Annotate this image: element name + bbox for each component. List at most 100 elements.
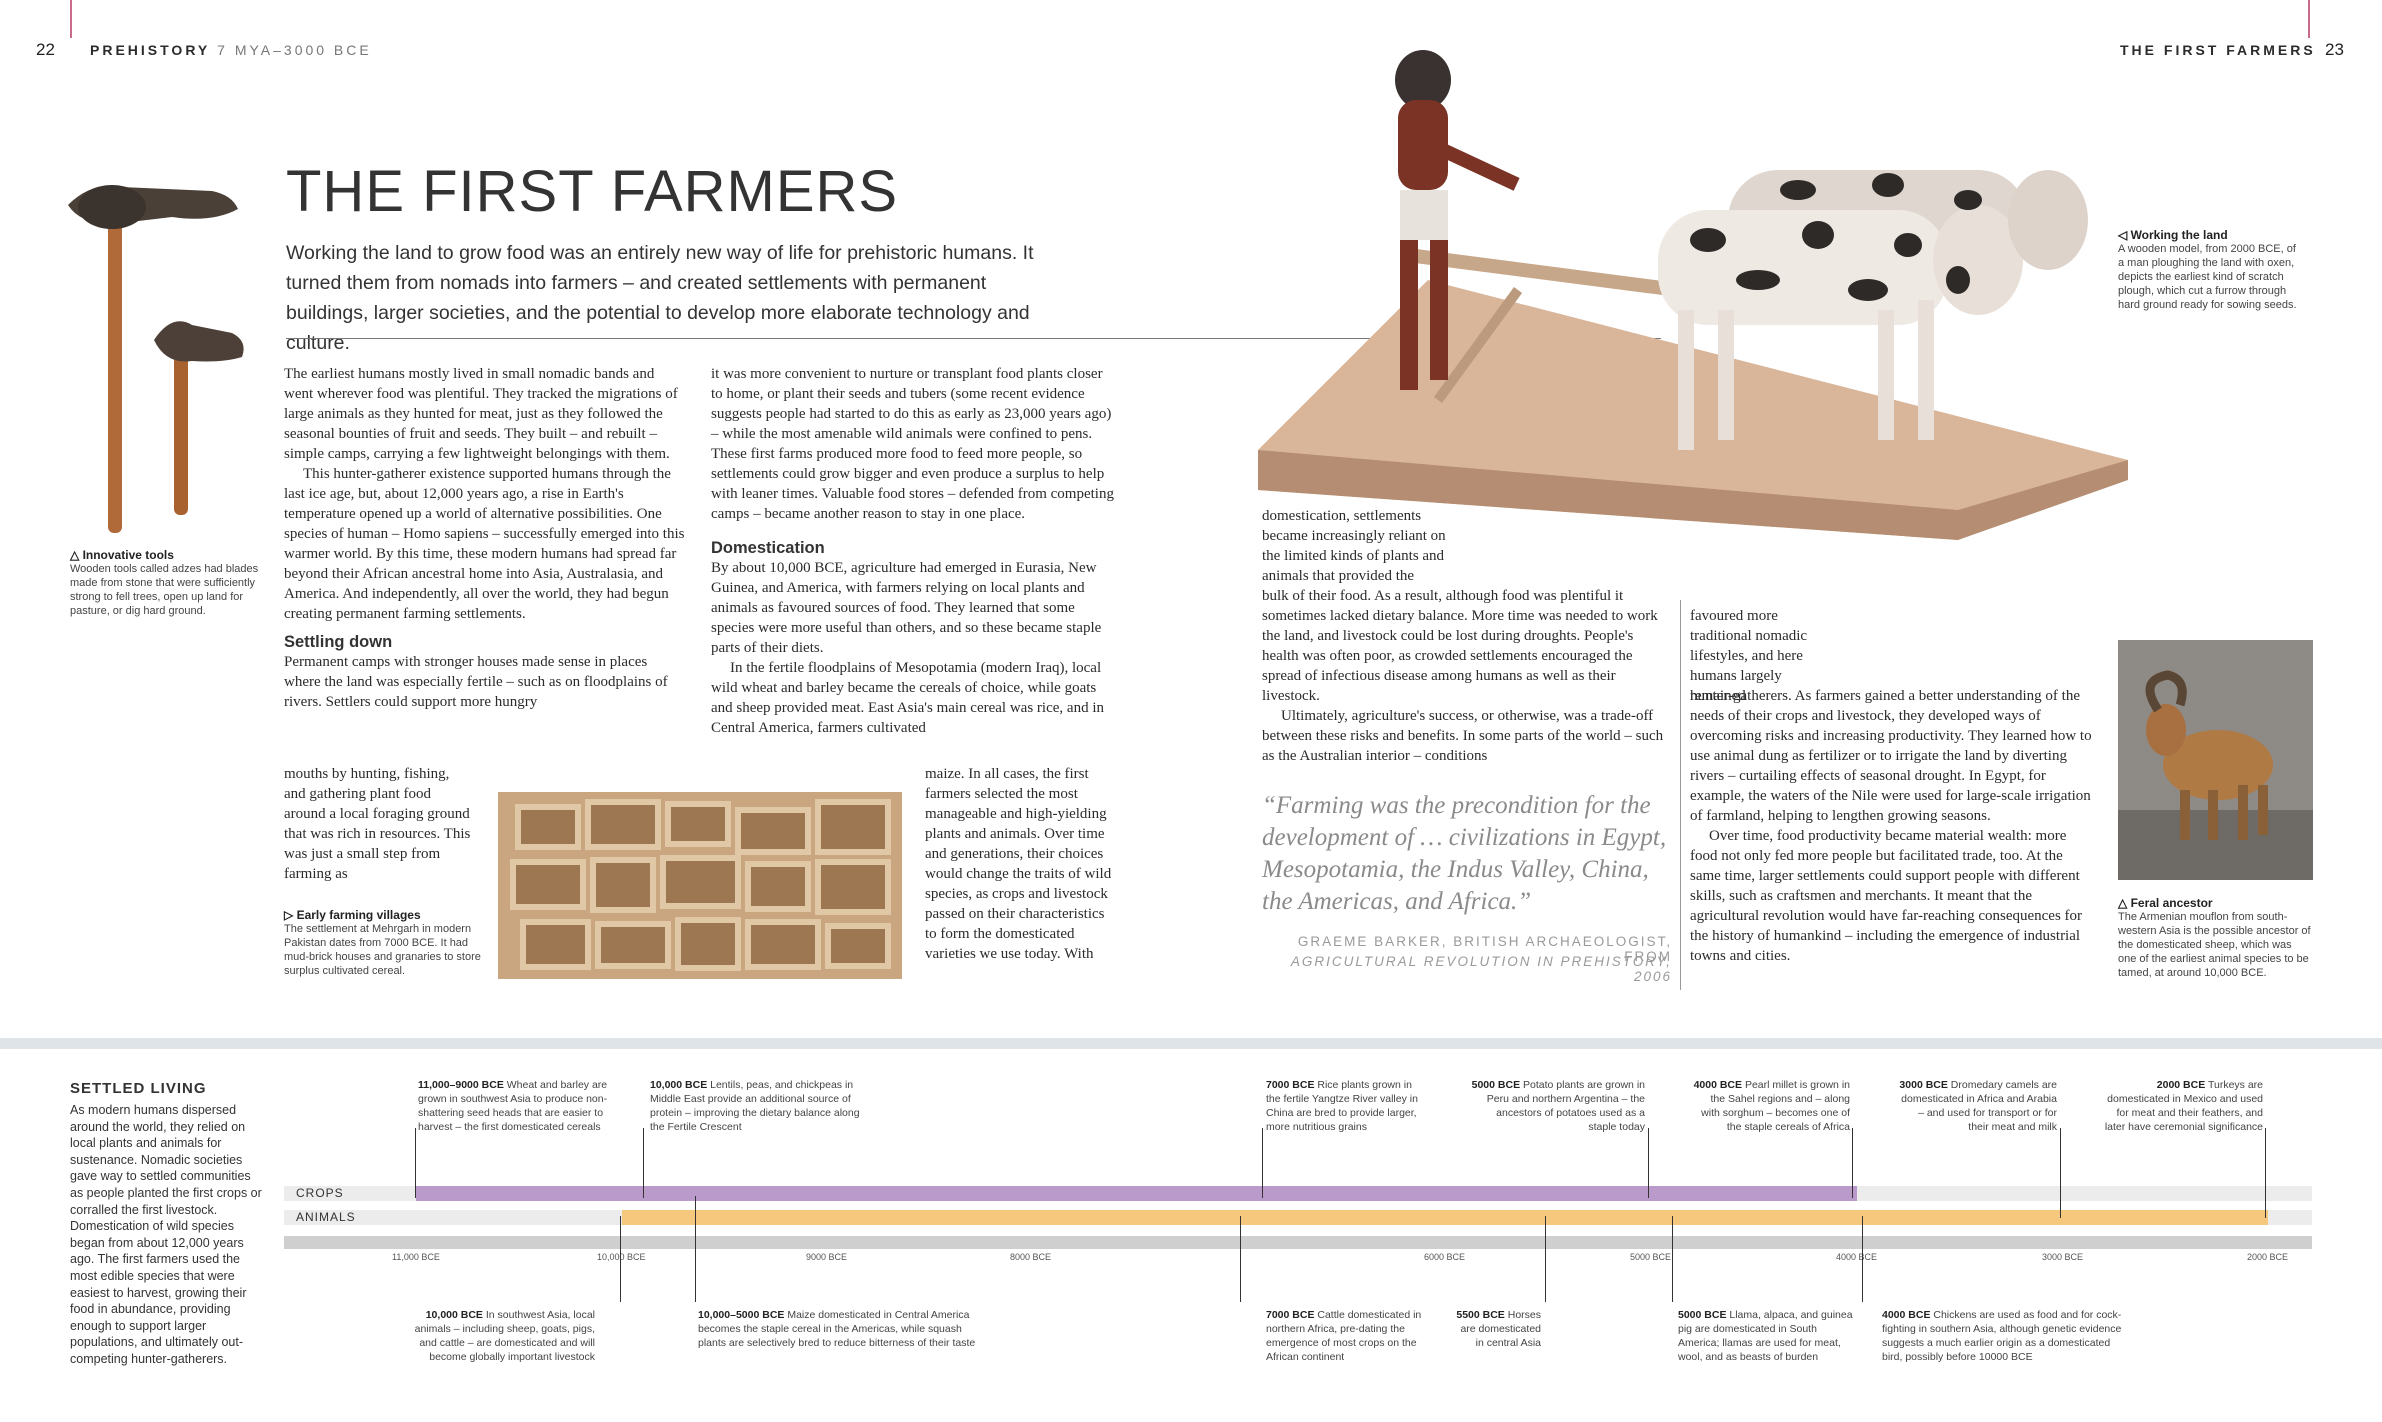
tools-caption-text: Wooden tools called adzes had blades mad… xyxy=(70,563,259,617)
timeline-event-top: 11,000–9000 BCE Wheat and barley are gro… xyxy=(418,1078,628,1134)
connector xyxy=(1648,1128,1649,1198)
col3-paragraph-1: domestication, settlements became increa… xyxy=(1262,508,1446,584)
village-caption-text: The settlement at Mehrgarh in modern Pak… xyxy=(284,923,481,977)
timeline-event-bottom: 7000 BCE Cattle domesticated in northern… xyxy=(1266,1308,1431,1364)
column-rule xyxy=(1680,600,1681,990)
event-date: 7000 BCE xyxy=(1266,1309,1315,1321)
event-date: 10,000 BCE xyxy=(650,1079,708,1091)
working-land-caption-text: A wooden model, from 2000 BCE, of a man … xyxy=(2118,243,2297,311)
ploughing-model-image xyxy=(1258,50,2128,540)
timeline-event-bottom: 5000 BCE Llama, alpaca, and guinea pig a… xyxy=(1678,1308,1858,1364)
col1-paragraph-2: This hunter-gatherer existence supported… xyxy=(284,466,685,622)
tools-caption-title: △ Innovative tools xyxy=(70,548,174,562)
event-date: 10,000 BCE xyxy=(425,1309,483,1321)
timeline-axis-band xyxy=(284,1236,2312,1249)
village-caption: ▷ Early farming villages The settlement … xyxy=(284,908,484,978)
feral-ancestor-caption-text: The Armenian mouflon from south-western … xyxy=(2118,911,2311,979)
event-text: Maize domesticated in Central America be… xyxy=(698,1309,976,1349)
event-date: 5000 BCE xyxy=(1678,1309,1727,1321)
quote-attribution-name: GRAEME BARKER, BRITISH ARCHAEOLOGIST, FR… xyxy=(1297,934,1672,964)
left-running-head: PREHISTORY 7 MYA–3000 BCE xyxy=(90,42,372,58)
col4-paragraph-1: favoured more traditional nomadic lifest… xyxy=(1690,608,1808,704)
running-head-section: PREHISTORY xyxy=(90,42,211,58)
article-intro: Working the land to grow food was an ent… xyxy=(286,242,1034,354)
col2-paragraph-4: maize. In all cases, the first farmers s… xyxy=(925,766,1112,962)
col1-paragraph-3: Permanent camps with stronger houses mad… xyxy=(284,654,668,710)
working-land-caption-title: ◁ Working the land xyxy=(2118,228,2228,242)
right-page-number: 23 xyxy=(2325,40,2344,59)
right-margin-rule xyxy=(2308,0,2310,38)
body-column-3-top: domestication, settlements became increa… xyxy=(1262,506,1462,586)
tick-4000: 4000 BCE xyxy=(1836,1252,1878,1262)
pull-quote: “Farming was the precondition for the de… xyxy=(1262,792,1667,915)
connector xyxy=(1672,1216,1673,1302)
connector xyxy=(1852,1128,1853,1198)
connector xyxy=(2265,1128,2266,1218)
connector xyxy=(695,1196,696,1302)
body-column-3: bulk of their food. As a result, althoug… xyxy=(1262,586,1672,766)
event-date: 11,000–9000 BCE xyxy=(418,1079,504,1091)
tools-caption: △ Innovative tools Wooden tools called a… xyxy=(70,548,268,618)
connector xyxy=(620,1216,621,1302)
quote-attribution-source: AGRICULTURAL REVOLUTION IN PREHISTORY, 2… xyxy=(1290,954,1672,984)
timeline-event-bottom: 4000 BCE Chickens are used as food and f… xyxy=(1882,1308,2122,1364)
timeline-event-bottom: 5500 BCE Horses are domesticated in cent… xyxy=(1456,1308,1541,1350)
event-text: Dromedary camels are domesticated in Afr… xyxy=(1901,1079,2057,1133)
timeline-event-top: 3000 BCE Dromedary camels are domesticat… xyxy=(1895,1078,2057,1134)
event-text: Wheat and barley are grown in southwest … xyxy=(418,1079,608,1133)
timeline-description: As modern humans dispersed around the wo… xyxy=(70,1103,262,1366)
col3-paragraph-2: Ultimately, agriculture's success, or ot… xyxy=(1262,708,1664,764)
col1-paragraph-3-continued: mouths by hunting, fishing, and gatherin… xyxy=(284,766,471,882)
event-text: Lentils, peas, and chickpeas in Middle E… xyxy=(650,1079,860,1133)
subheading-settling-down: Settling down xyxy=(284,633,393,651)
timeline-event-top: 7000 BCE Rice plants grown in the fertil… xyxy=(1266,1078,1426,1134)
body-column-2: it was more convenient to nurture or tra… xyxy=(711,364,1115,738)
event-text: Turkeys are domesticated in Mexico and u… xyxy=(2104,1079,2263,1133)
event-text: In southwest Asia, local animals – inclu… xyxy=(414,1309,595,1363)
timeline-event-top: 2000 BCE Turkeys are domesticated in Mex… xyxy=(2098,1078,2263,1134)
col4-paragraph-1-continued: hunter-gatherers. As farmers gained a be… xyxy=(1690,688,2092,824)
working-land-caption: ◁ Working the land A wooden model, from … xyxy=(2118,228,2298,312)
tick-10000: 10,000 BCE xyxy=(597,1252,646,1262)
connector xyxy=(1240,1216,1241,1302)
event-date: 4000 BCE xyxy=(1693,1079,1743,1091)
village-caption-title: ▷ Early farming villages xyxy=(284,908,421,922)
running-head-period: 7 MYA–3000 BCE xyxy=(217,42,372,58)
large-adze xyxy=(68,185,238,533)
crops-bar xyxy=(416,1186,1857,1201)
col4-paragraph-2: Over time, food productivity became mate… xyxy=(1690,828,2083,964)
left-page-number: 22 xyxy=(36,40,55,59)
timeline-heading: SETTLED LIVING xyxy=(70,1080,207,1097)
tick-2000: 2000 BCE xyxy=(2247,1252,2289,1262)
connector xyxy=(1862,1216,1863,1302)
tick-9000: 9000 BCE xyxy=(806,1252,848,1262)
right-running-head: THE FIRST FARMERS xyxy=(2120,42,2316,58)
stone-adze-tools-image xyxy=(68,185,244,533)
connector xyxy=(1545,1216,1546,1302)
feral-ancestor-caption: △ Feral ancestor The Armenian mouflon fr… xyxy=(2118,896,2313,980)
event-date: 10,000–5000 BCE xyxy=(698,1309,785,1321)
col3-paragraph-1-continued: bulk of their food. As a result, althoug… xyxy=(1262,588,1658,704)
ploughman-figure xyxy=(1395,50,1520,390)
tick-11000: 11,000 BCE xyxy=(392,1252,440,1262)
event-text: Pearl millet is grown in the Sahel regio… xyxy=(1701,1079,1850,1133)
connector xyxy=(1262,1128,1263,1198)
small-adze xyxy=(154,321,244,515)
event-date: 5500 BCE xyxy=(1456,1309,1505,1321)
timeline-event-bottom: 10,000 BCE In southwest Asia, local anim… xyxy=(400,1308,595,1364)
connector xyxy=(2060,1128,2061,1218)
event-text: Llama, alpaca, and guinea pig are domest… xyxy=(1678,1309,1853,1363)
timeline-event-top: 10,000 BCE Lentils, peas, and chickpeas … xyxy=(650,1078,865,1134)
event-text: Rice plants grown in the fertile Yangtze… xyxy=(1266,1079,1418,1133)
event-date: 5000 BCE xyxy=(1471,1079,1521,1091)
animals-row-label: ANIMALS xyxy=(296,1210,356,1224)
armenian-mouflon-image xyxy=(2118,640,2313,880)
col2-paragraph-3: In the fertile floodplains of Mesopotami… xyxy=(711,660,1104,736)
col2-paragraph-1: it was more convenient to nurture or tra… xyxy=(711,366,1114,522)
connector xyxy=(643,1128,644,1198)
intro-divider xyxy=(286,338,1661,339)
event-text: Cattle domesticated in northern Africa, … xyxy=(1266,1309,1422,1363)
timeline-top-band xyxy=(0,1038,2382,1049)
event-text: Chickens are used as food and for cock-f… xyxy=(1882,1309,2122,1363)
timeline-event-top: 5000 BCE Potato plants are grown in Peru… xyxy=(1470,1078,1645,1134)
